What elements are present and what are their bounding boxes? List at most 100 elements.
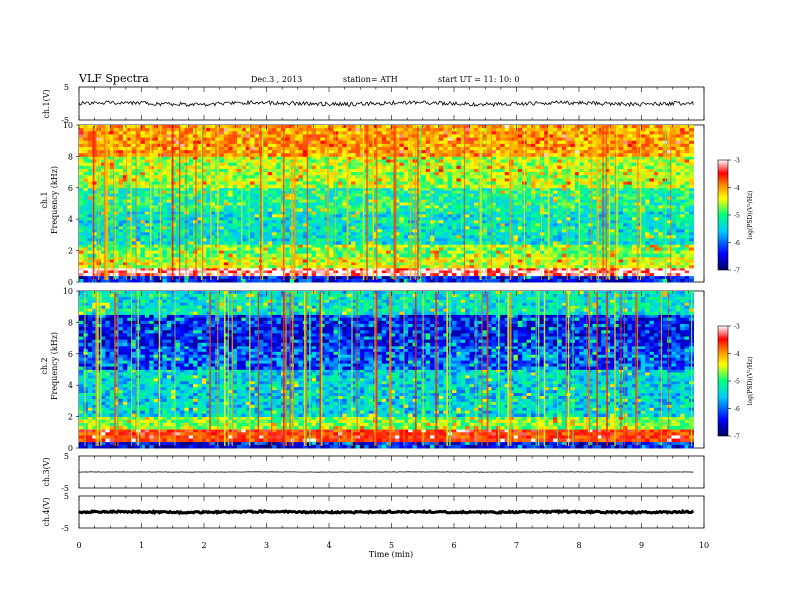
spectrogram-cell	[210, 156, 216, 160]
spectrogram-cell	[680, 270, 686, 274]
spectrogram-cell	[351, 253, 357, 258]
spectrogram-cell	[267, 159, 273, 164]
spectrogram-cell	[201, 187, 207, 192]
spectrogram-cell	[552, 278, 558, 283]
spectrogram-cell	[605, 267, 611, 271]
spectrogram-cell	[434, 226, 440, 230]
spectrogram-cell	[596, 214, 602, 218]
spectrogram-cell	[605, 238, 611, 242]
spectrogram-cell	[469, 256, 475, 261]
spectrogram-cell	[544, 250, 550, 255]
spectrogram-cell	[535, 159, 541, 164]
spectrogram-cell	[482, 235, 488, 239]
spectrogram-cell	[605, 220, 611, 224]
spectrogram-cell	[399, 220, 405, 224]
spectrogram-cell	[171, 217, 177, 221]
spectrogram-cell	[623, 229, 629, 233]
spectrogram-cell	[381, 211, 387, 215]
spectrogram-cell	[680, 211, 686, 215]
spectrogram-cell	[337, 217, 343, 221]
spectrogram-cell	[263, 247, 269, 251]
spectrogram-cell	[250, 229, 256, 233]
spectrogram-cell	[434, 262, 440, 266]
spectrogram-cell	[342, 193, 348, 198]
spectrogram-cell	[465, 241, 471, 245]
spectrogram-cell	[315, 262, 321, 266]
spectrogram-cell	[333, 273, 339, 277]
spectrogram-cell	[557, 223, 563, 227]
spectrogram-cell	[206, 253, 212, 258]
spectrogram-cell	[294, 217, 300, 221]
spectrogram-cell	[605, 235, 611, 239]
spectrogram-cell	[491, 247, 497, 251]
spectrogram-cell	[390, 156, 396, 160]
spectrogram-cell	[416, 187, 422, 192]
spectrogram-cell	[469, 232, 475, 236]
spectrogram-cell	[535, 156, 541, 160]
spectrogram-cell	[509, 273, 515, 277]
spectrogram-cell	[390, 211, 396, 215]
spectrogram-cell	[381, 208, 387, 212]
spectrogram-cell	[188, 267, 194, 271]
spectrogram-cell	[544, 267, 550, 271]
spectrogram-cell	[184, 250, 190, 255]
spectrogram-cell	[671, 211, 677, 215]
spectrogram-cell	[658, 193, 664, 198]
spectrogram-cell	[355, 265, 361, 269]
spectrogram-cell	[140, 278, 146, 283]
spectrogram-cell	[574, 241, 580, 245]
spectrogram-cell	[219, 162, 225, 167]
spectrogram-cell	[228, 238, 234, 242]
spectrogram-cell	[263, 273, 269, 277]
spectrogram-cell	[276, 159, 282, 164]
spectrogram-cell	[552, 267, 558, 271]
spectrogram-cell	[631, 259, 637, 263]
spectrogram-cell	[430, 220, 436, 224]
spectrogram-cell	[359, 267, 365, 271]
spectrogram-cell	[315, 278, 321, 283]
spectrogram-cell	[469, 229, 475, 233]
spectrogram-cell	[561, 162, 567, 167]
spectrogram-cell	[346, 238, 352, 242]
spectrogram-cell	[394, 250, 400, 255]
spectrogram-cell	[601, 199, 607, 203]
spectrogram-cell	[671, 220, 677, 224]
spectrogram-cell	[535, 259, 541, 263]
spectrogram-cell	[263, 162, 269, 167]
spectrogram-cell	[535, 278, 541, 283]
spectrogram-cell	[688, 253, 694, 258]
spectrogram-cell	[109, 267, 115, 271]
spectrogram-cell	[623, 208, 629, 212]
spectrogram-cell	[416, 217, 422, 221]
spectrogram-cell	[188, 250, 194, 255]
spectrogram-cell	[688, 156, 694, 160]
spectrogram-cell	[610, 229, 615, 233]
spectrogram-cell	[460, 159, 466, 164]
spectrogram-cell	[684, 156, 690, 160]
spectrogram-cell	[228, 196, 234, 200]
spectrogram-cell	[425, 273, 431, 277]
spectrogram-cell	[509, 275, 515, 280]
spectrogram-cell	[517, 211, 523, 215]
spectrogram-cell	[627, 199, 633, 203]
spectrogram-cell	[452, 187, 457, 192]
spectrogram-cell	[263, 256, 269, 261]
spectrogram-cell	[548, 202, 554, 206]
spectrogram-cell	[285, 208, 291, 212]
spectrogram-cell	[197, 223, 203, 227]
spectrogram-cell	[320, 159, 326, 164]
spectrogram-cell	[92, 202, 98, 206]
spectrogram-cell	[425, 278, 431, 283]
spectrogram-cell	[487, 250, 493, 255]
spectrogram-cell	[517, 223, 523, 227]
spectrogram-cell	[421, 275, 427, 280]
spectrogram-cell	[136, 235, 142, 239]
spectrogram-cell	[307, 262, 313, 266]
spectrogram-cell	[153, 232, 159, 236]
spectrogram-cell	[136, 156, 142, 160]
spectrogram-cell	[109, 235, 115, 239]
spectrogram-cell	[430, 199, 436, 203]
spectrogram-cell	[623, 238, 629, 242]
spectrogram-cell	[596, 256, 602, 261]
spectrogram-cell	[465, 270, 471, 274]
